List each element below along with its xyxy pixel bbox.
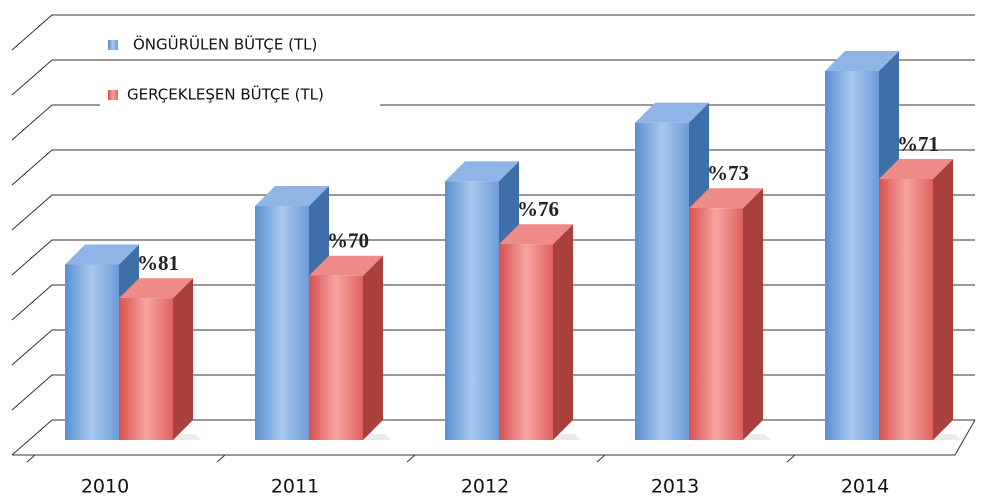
bar bbox=[825, 71, 879, 440]
bar-top bbox=[499, 224, 573, 245]
legend-bg bbox=[100, 32, 390, 58]
legend-bg bbox=[100, 82, 380, 108]
bar bbox=[65, 264, 119, 440]
legend-label: GERÇEKLEŞEN BÜTÇE (TL) bbox=[127, 85, 324, 104]
legend-label: ÖNGÜRÜLEN BÜTÇE (TL) bbox=[133, 35, 317, 54]
floor-edge bbox=[12, 419, 976, 456]
bar bbox=[119, 298, 173, 440]
bar bbox=[309, 275, 363, 440]
bar-top bbox=[825, 51, 899, 71]
bar bbox=[499, 244, 553, 440]
bar-top bbox=[689, 188, 763, 209]
grid-line bbox=[11, 59, 975, 96]
bar-top bbox=[635, 102, 709, 123]
bars: 2010 %81 2011 %70 2012 %76 2013 %73 2014 %71 bbox=[26, 51, 961, 498]
grid-line bbox=[11, 14, 975, 51]
annotation: %76 bbox=[517, 197, 559, 221]
annotation: %73 bbox=[707, 161, 749, 185]
bar-side bbox=[173, 278, 193, 440]
bar-top bbox=[119, 278, 193, 299]
bar-side bbox=[363, 255, 383, 440]
legend-swatch bbox=[108, 40, 118, 50]
bar-top bbox=[65, 244, 139, 265]
bar-side bbox=[553, 224, 573, 440]
bar bbox=[689, 208, 743, 440]
x-tick bbox=[786, 454, 796, 463]
bar-side bbox=[743, 188, 763, 440]
bar-top bbox=[445, 161, 519, 182]
grid bbox=[11, 14, 976, 456]
legend: ÖNGÜRÜLEN BÜTÇE (TL) GERÇEKLEŞEN BÜTÇE (T… bbox=[100, 32, 390, 108]
annotation: %70 bbox=[327, 229, 369, 253]
bar bbox=[445, 181, 499, 440]
x-tick-label: 2012 bbox=[461, 476, 509, 498]
bar-side bbox=[933, 159, 953, 440]
x-tick-label: 2013 bbox=[651, 476, 699, 498]
bar-top bbox=[255, 186, 329, 206]
bar bbox=[879, 179, 933, 440]
legend-swatch bbox=[108, 90, 118, 100]
x-tick-label: 2010 bbox=[81, 476, 129, 498]
x-tick-label: 2014 bbox=[841, 476, 889, 498]
x-tick bbox=[216, 454, 226, 463]
x-tick-label: 2011 bbox=[271, 476, 319, 498]
bar-top bbox=[309, 255, 383, 276]
x-tick bbox=[26, 454, 36, 463]
bar bbox=[635, 122, 689, 440]
x-tick bbox=[406, 454, 416, 463]
x-tick bbox=[596, 454, 606, 463]
annotation: %81 bbox=[137, 251, 179, 275]
annotation: %71 bbox=[897, 132, 939, 156]
bar-top bbox=[879, 159, 953, 179]
bar bbox=[255, 206, 309, 440]
